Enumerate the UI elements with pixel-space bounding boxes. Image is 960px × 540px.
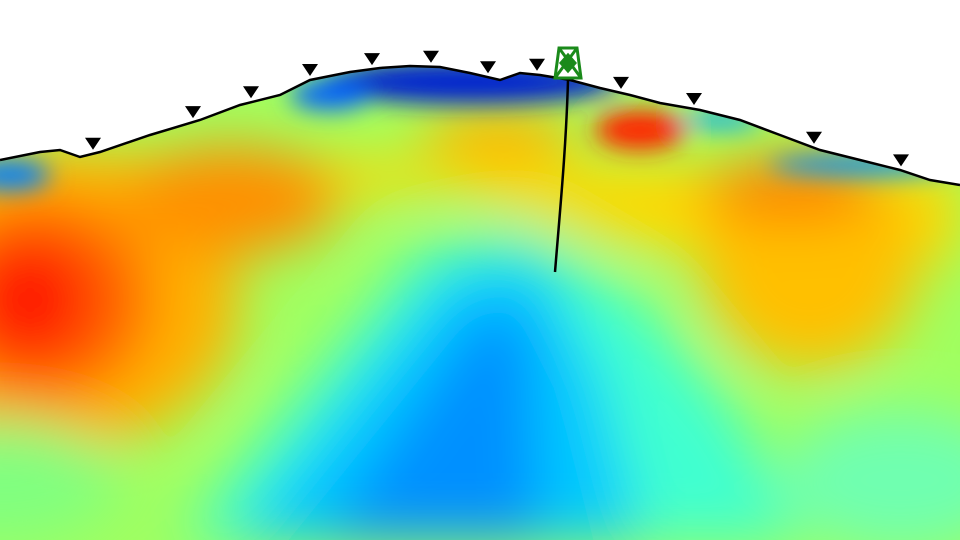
station-marker-icon xyxy=(302,64,318,77)
station-marker-icon xyxy=(480,61,496,74)
station-marker-icon xyxy=(243,86,259,99)
station-marker-icon xyxy=(893,154,909,167)
station-marker-icon xyxy=(529,58,545,71)
stations xyxy=(85,50,909,167)
station-marker-icon xyxy=(185,106,201,119)
station-marker-icon xyxy=(686,92,702,105)
topography-line xyxy=(0,64,960,187)
station-marker-icon xyxy=(613,76,629,89)
station-marker-icon xyxy=(364,53,380,66)
drilling-rig-icon xyxy=(553,46,583,80)
station-marker-icon xyxy=(85,137,101,150)
station-marker-icon xyxy=(423,50,439,63)
well-trajectory xyxy=(553,79,570,273)
station-marker-icon xyxy=(806,131,822,144)
